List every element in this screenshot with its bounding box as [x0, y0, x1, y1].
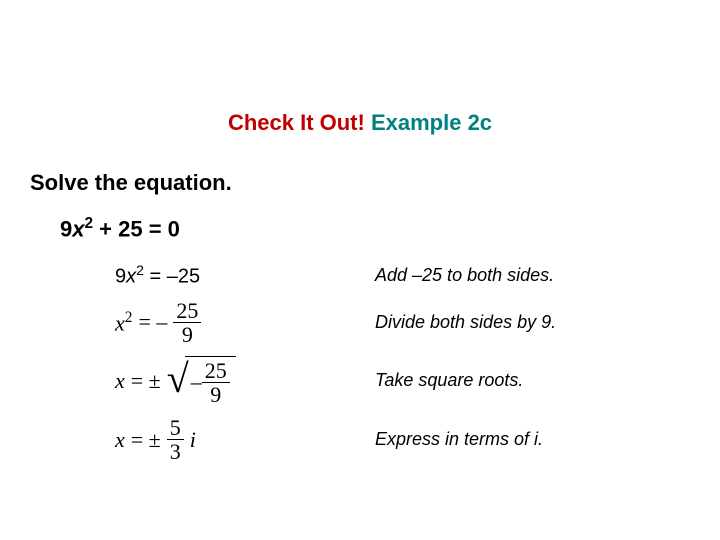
frac-den: 3: [167, 440, 184, 463]
step-row: 9x2 = –25 Add –25 to both sides.: [115, 262, 556, 289]
frac-num: 5: [167, 416, 184, 440]
s1-exp: 2: [136, 262, 144, 278]
problem-coef: 9: [60, 216, 72, 241]
page-title: Check It Out! Example 2c: [0, 110, 720, 136]
s4-eq: = ±: [131, 427, 161, 453]
instruction-text: Solve the equation.: [30, 170, 232, 196]
problem-var: x: [72, 216, 84, 241]
title-part-2: Example 2c: [371, 110, 492, 135]
title-part-1: Check It Out!: [228, 110, 365, 135]
steps-container: 9x2 = –25 Add –25 to both sides. x2 = – …: [115, 262, 556, 473]
imaginary-i: i: [190, 427, 196, 453]
radical-icon: √: [167, 359, 189, 409]
step-math: x = ± 5 3 i: [115, 416, 375, 463]
sqrt: √ – 25 9: [167, 356, 236, 406]
fraction: 25 9: [173, 299, 201, 346]
s2-exp: 2: [125, 309, 133, 326]
frac-num: 25: [173, 299, 201, 323]
frac-den: 9: [202, 383, 230, 406]
fraction: 25 9: [202, 359, 230, 406]
problem-equation: 9x2 + 25 = 0: [60, 215, 180, 242]
step-explain: Express in terms of i.: [375, 429, 543, 450]
problem-rest: + 25 = 0: [93, 216, 180, 241]
step-explain: Take square roots.: [375, 370, 523, 391]
frac-den: 9: [173, 323, 201, 346]
radicand: – 25 9: [185, 356, 236, 406]
step-row: x2 = – 25 9 Divide both sides by 9.: [115, 299, 556, 346]
step-row: x = ± √ – 25 9 Take square roots.: [115, 356, 556, 406]
problem-exp: 2: [85, 215, 94, 232]
s4-var: x: [115, 427, 125, 453]
step-explain: Divide both sides by 9.: [375, 312, 556, 333]
s2-eq: = –: [138, 309, 167, 335]
s1-var: x: [126, 266, 136, 288]
step-math: 9x2 = –25: [115, 262, 375, 289]
fraction: 5 3: [167, 416, 184, 463]
s3-eq: = ±: [131, 368, 161, 394]
step-math: x = ± √ – 25 9: [115, 356, 375, 406]
s3-var: x: [115, 368, 125, 394]
step-math: x2 = – 25 9: [115, 299, 375, 346]
frac-num: 25: [202, 359, 230, 383]
s2-var: x: [115, 310, 125, 335]
s1-rhs: –25: [167, 266, 200, 288]
step-explain: Add –25 to both sides.: [375, 265, 554, 286]
s3-neg: –: [191, 369, 202, 395]
s1-coef: 9: [115, 266, 126, 288]
s1-eq: =: [144, 266, 167, 288]
step-row: x = ± 5 3 i Express in terms of i.: [115, 416, 556, 463]
